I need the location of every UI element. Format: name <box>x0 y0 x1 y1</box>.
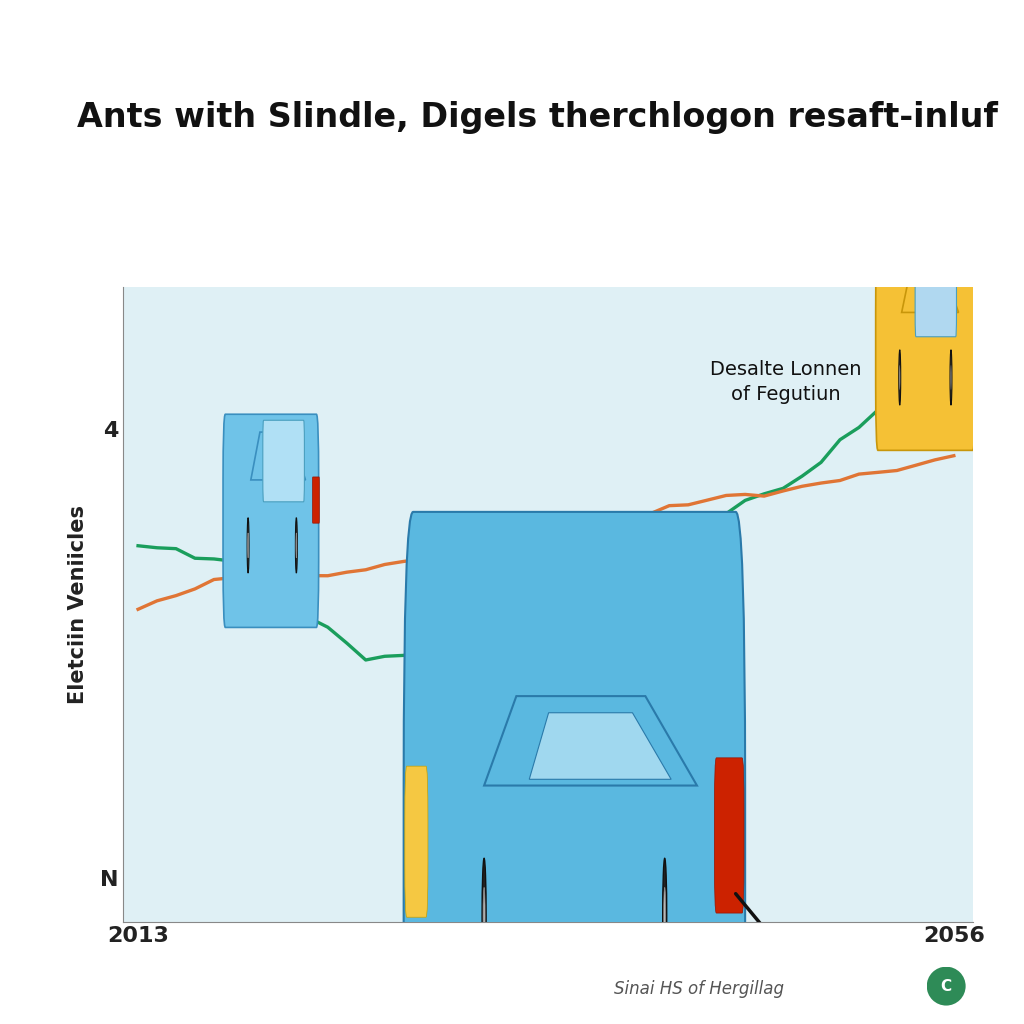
Polygon shape <box>484 696 697 785</box>
FancyBboxPatch shape <box>223 415 318 628</box>
FancyBboxPatch shape <box>312 477 319 523</box>
FancyBboxPatch shape <box>876 247 975 451</box>
Text: Ants with Slindle, Digels therchlogon resaft-inluf: Ants with Slindle, Digels therchlogon re… <box>77 101 997 134</box>
Polygon shape <box>251 432 305 480</box>
Circle shape <box>247 518 249 573</box>
Circle shape <box>663 858 667 975</box>
Text: Sinai HS of Hergillag: Sinai HS of Hergillag <box>614 980 784 998</box>
Polygon shape <box>529 713 671 779</box>
Polygon shape <box>902 266 958 312</box>
Circle shape <box>295 518 297 573</box>
FancyBboxPatch shape <box>744 951 775 1024</box>
Text: C: C <box>941 979 951 993</box>
Circle shape <box>899 350 901 406</box>
FancyBboxPatch shape <box>403 512 745 1024</box>
Text: Desalte Lonnen
of Fegutiun: Desalte Lonnen of Fegutiun <box>710 360 861 403</box>
Circle shape <box>950 350 952 406</box>
Circle shape <box>664 888 666 946</box>
Y-axis label: Eletciin Veniicles: Eletciin Veniicles <box>69 505 88 703</box>
FancyBboxPatch shape <box>404 766 428 918</box>
Circle shape <box>927 967 966 1006</box>
FancyBboxPatch shape <box>715 758 744 913</box>
Circle shape <box>482 858 486 975</box>
FancyBboxPatch shape <box>263 420 304 502</box>
FancyBboxPatch shape <box>915 254 956 337</box>
Circle shape <box>483 888 485 946</box>
